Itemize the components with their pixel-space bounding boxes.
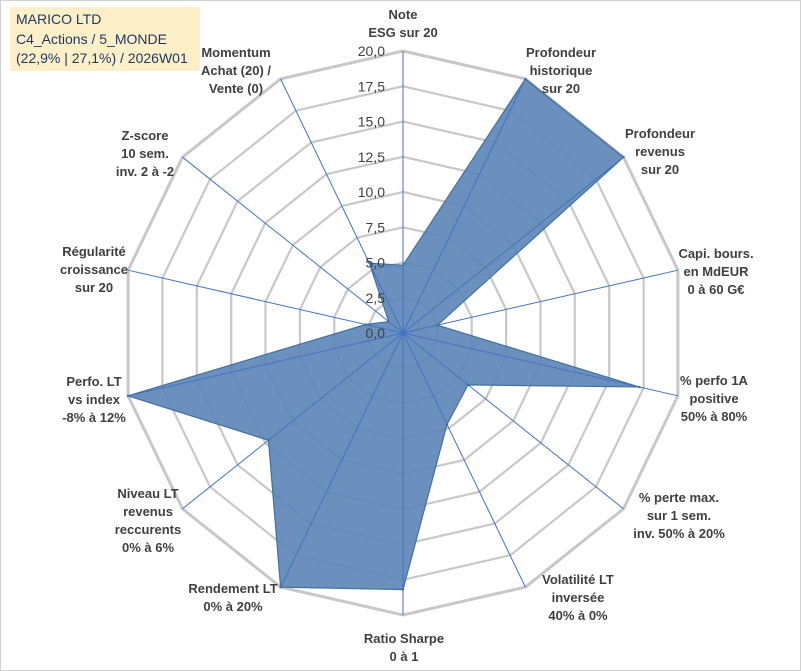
axis-label-0: Note ESG sur 20	[368, 7, 437, 40]
data-point-12	[387, 320, 390, 323]
axis-label-3: Capi. bours. en MdEUR 0 à 60 G€	[678, 246, 753, 297]
spoke-1	[402, 78, 526, 334]
data-point-1	[524, 77, 527, 81]
data-point-13	[368, 261, 371, 265]
spoke-13	[280, 78, 404, 334]
company-name: MARICO LTD	[16, 11, 102, 27]
spoke-4	[402, 332, 679, 397]
axis-label-12: Z-score 10 sem. inv. 2 à -2	[116, 128, 174, 179]
tick-label-6: 15,0	[358, 114, 385, 130]
data-point-5	[466, 383, 470, 387]
axis-label-11: Régularité croissance sur 20	[60, 244, 128, 295]
tick-label-2: 5,0	[366, 255, 386, 271]
data-point-8	[279, 585, 282, 589]
tick-label-3: 7,5	[366, 219, 386, 235]
spoke-12	[182, 156, 404, 334]
category-label: C4_Actions / 5_MONDE	[16, 30, 167, 47]
tick-label-8: 20,0	[358, 43, 385, 59]
data-point-3	[436, 324, 439, 327]
axis-label-10: Perfo. LT vs index -8% à 12%	[62, 374, 126, 425]
spoke-9	[182, 332, 404, 510]
data-point-4	[638, 385, 641, 389]
data-point-10	[126, 394, 130, 397]
spoke-2	[402, 156, 624, 334]
data-point-9	[267, 439, 270, 442]
spoke-3	[402, 269, 679, 334]
tick-label-4: 10,0	[358, 184, 385, 200]
spoke-5	[402, 332, 624, 510]
axis-label-8: Rendement LT 0% à 20%	[188, 581, 277, 614]
data-point-11	[364, 323, 368, 326]
axis-label-7: Ratio Sharpe 0 à 1	[364, 631, 444, 664]
axis-label-13: Momentum Achat (20) / Vente (0)	[201, 45, 271, 96]
axis-label-5: % perte max. sur 1 sem. inv. 50% à 20%	[633, 490, 725, 541]
data-point-2	[622, 156, 625, 159]
spoke-11	[127, 269, 404, 334]
data-point-6	[445, 423, 449, 426]
tick-label-0: 0,0	[366, 325, 386, 341]
axis-label-2: Profondeur revenus sur 20	[625, 126, 695, 177]
spoke-8	[280, 332, 404, 588]
spoke-10	[127, 332, 404, 397]
axis-label-9: Niveau LT revenus reccurents 0% à 6%	[115, 486, 181, 555]
spoke-6	[402, 332, 526, 588]
data-point-0	[401, 264, 405, 267]
tick-label-7: 17,5	[358, 78, 385, 94]
tick-label-1: 2,5	[366, 290, 386, 306]
stats-label: (22,9% | 27,1%) / 2026W01	[16, 50, 188, 66]
tick-label-5: 12,5	[358, 149, 385, 165]
axis-label-6: Volatilité LT inversée 40% à 0%	[542, 572, 614, 623]
axis-label-1: Profondeur historique sur 20	[526, 45, 596, 96]
axis-label-4: % perfo 1A positive 50% à 80%	[680, 373, 749, 424]
data-point-7	[401, 588, 405, 591]
info-box: MARICO LTD C4_Actions / 5_MONDE (22,9% |…	[10, 7, 200, 71]
